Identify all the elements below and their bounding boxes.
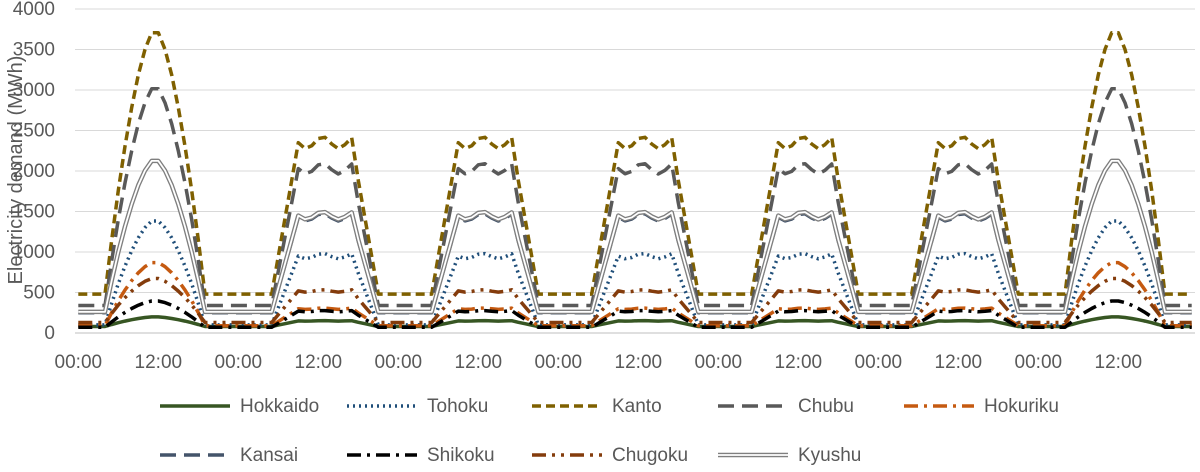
x-tick-label: 12:00 bbox=[1095, 352, 1143, 373]
series-line-chugoku bbox=[78, 276, 1192, 325]
series-line-tohoku bbox=[78, 219, 1192, 327]
y-axis-ticks: 0 500 1000 1500 2000 2500 3000 3500 4000 bbox=[13, 0, 55, 344]
y-axis-label: Electricity demand (MWh) bbox=[5, 56, 27, 285]
y-tick-label: 3000 bbox=[13, 80, 55, 101]
y-tick-label: 2500 bbox=[13, 121, 55, 142]
x-tick-label: 12:00 bbox=[935, 352, 983, 373]
series-line-outline bbox=[78, 158, 1192, 315]
y-tick-label: 1500 bbox=[13, 202, 55, 223]
series-line-kanto bbox=[78, 30, 1192, 296]
x-tick-label: 00:00 bbox=[1015, 352, 1063, 373]
legend-item-hokkaido: Hokkaido bbox=[160, 396, 319, 417]
y-tick-label: 2000 bbox=[13, 161, 55, 182]
legend-item-tohoku: Tohoku bbox=[347, 396, 488, 417]
x-tick-label: 12:00 bbox=[775, 352, 823, 373]
legend-label: Tohoku bbox=[427, 396, 488, 417]
y-tick-label: 4000 bbox=[13, 0, 55, 20]
x-tick-label: 00:00 bbox=[375, 352, 423, 373]
y-tick-label: 0 bbox=[44, 323, 55, 344]
legend-item-kansai: Kansai bbox=[160, 445, 298, 466]
gridlines bbox=[75, 8, 1195, 293]
legend-item-chugoku: Chugoku bbox=[532, 445, 688, 466]
legend-label: Hokuriku bbox=[984, 396, 1059, 417]
x-tick-label: 12:00 bbox=[135, 352, 183, 373]
legend-label: Kyushu bbox=[798, 445, 861, 466]
legend-item-hokuriku: Hokuriku bbox=[904, 396, 1059, 417]
y-tick-label: 500 bbox=[23, 283, 55, 304]
legend-label: Hokkaido bbox=[240, 396, 319, 417]
series-line-shikoku bbox=[78, 299, 1192, 330]
x-tick-label: 00:00 bbox=[855, 352, 903, 373]
x-axis-ticks: 00:00 12:00 00:00 12:00 00:00 12:00 00:00 12:00… bbox=[55, 352, 1143, 373]
series-lines bbox=[78, 30, 1192, 330]
x-tick-label: 12:00 bbox=[615, 352, 663, 373]
y-tick-label: 3500 bbox=[13, 40, 55, 61]
x-tick-label: 12:00 bbox=[295, 352, 343, 373]
legend-label: Chugoku bbox=[612, 445, 688, 466]
legend: Hokkaido Tohoku Kanto Chubu Hokuriku Kansai Sh… bbox=[160, 396, 1059, 466]
series-line-kyushu bbox=[78, 160, 1192, 313]
legend-item-kanto: Kanto bbox=[532, 396, 662, 417]
legend-label: Kanto bbox=[612, 396, 662, 417]
x-tick-label: 00:00 bbox=[215, 352, 263, 373]
series-line-hokkaido bbox=[78, 315, 1192, 329]
series-line-kansai bbox=[78, 159, 1192, 315]
legend-label: Kansai bbox=[240, 445, 298, 466]
legend-item-shikoku: Shikoku bbox=[347, 445, 495, 466]
series-line-chubu bbox=[78, 87, 1192, 308]
x-tick-label: 00:00 bbox=[55, 352, 103, 373]
x-tick-label: 00:00 bbox=[695, 352, 743, 373]
legend-label: Shikoku bbox=[427, 445, 495, 466]
series-line-hokuriku bbox=[78, 260, 1192, 328]
x-tick-label: 00:00 bbox=[535, 352, 583, 373]
legend-item-kyushu: Kyushu bbox=[718, 445, 861, 466]
x-tick-label: 12:00 bbox=[455, 352, 503, 373]
legend-label: Chubu bbox=[798, 396, 854, 417]
legend-item-chubu: Chubu bbox=[718, 396, 854, 417]
y-tick-label: 1000 bbox=[13, 242, 55, 263]
